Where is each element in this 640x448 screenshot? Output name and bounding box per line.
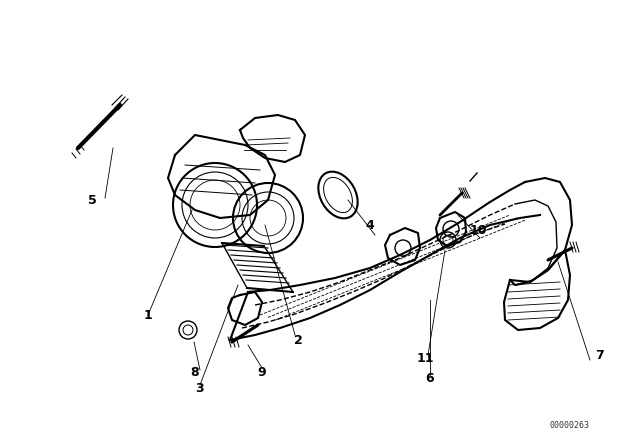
Text: 9: 9 [258,366,266,379]
Text: 7: 7 [596,349,604,362]
Text: 3: 3 [196,382,204,395]
Text: 8: 8 [191,366,199,379]
Text: 00000263: 00000263 [550,421,590,430]
Text: 4: 4 [365,219,374,232]
Text: 10: 10 [469,224,487,237]
Text: 5: 5 [88,194,97,207]
Text: 6: 6 [426,371,435,384]
Text: 1: 1 [143,309,152,322]
Text: 2: 2 [294,333,302,346]
Text: 11: 11 [416,352,434,365]
